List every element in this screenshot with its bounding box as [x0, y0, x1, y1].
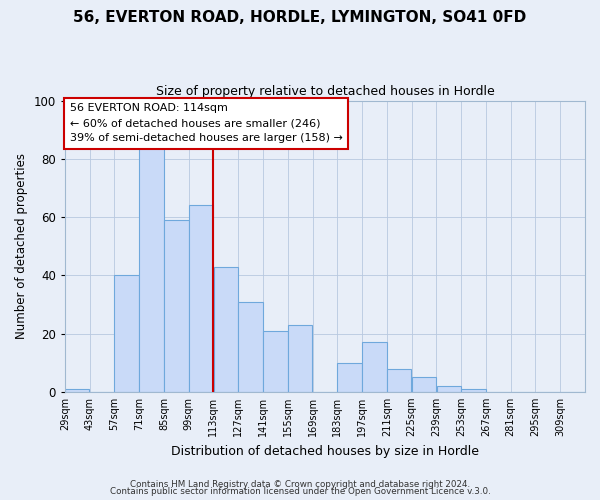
Text: Contains public sector information licensed under the Open Government Licence v.: Contains public sector information licen… [110, 488, 490, 496]
Bar [189, 206, 214, 392]
Bar [437, 386, 461, 392]
Bar [238, 302, 263, 392]
Bar [263, 330, 287, 392]
Bar [461, 389, 486, 392]
Text: 56, EVERTON ROAD, HORDLE, LYMINGTON, SO41 0FD: 56, EVERTON ROAD, HORDLE, LYMINGTON, SO4… [73, 10, 527, 25]
Bar [387, 368, 412, 392]
Text: Contains HM Land Registry data © Crown copyright and database right 2024.: Contains HM Land Registry data © Crown c… [130, 480, 470, 489]
Bar [412, 377, 436, 392]
X-axis label: Distribution of detached houses by size in Hordle: Distribution of detached houses by size … [171, 444, 479, 458]
Bar [288, 325, 313, 392]
Bar [214, 266, 238, 392]
Bar [164, 220, 188, 392]
Bar [139, 147, 164, 392]
Bar [362, 342, 387, 392]
Y-axis label: Number of detached properties: Number of detached properties [15, 153, 28, 339]
Title: Size of property relative to detached houses in Hordle: Size of property relative to detached ho… [155, 85, 494, 98]
Bar [65, 389, 89, 392]
Text: 56 EVERTON ROAD: 114sqm
← 60% of detached houses are smaller (246)
39% of semi-d: 56 EVERTON ROAD: 114sqm ← 60% of detache… [70, 104, 343, 143]
Bar [337, 362, 362, 392]
Bar [115, 276, 139, 392]
